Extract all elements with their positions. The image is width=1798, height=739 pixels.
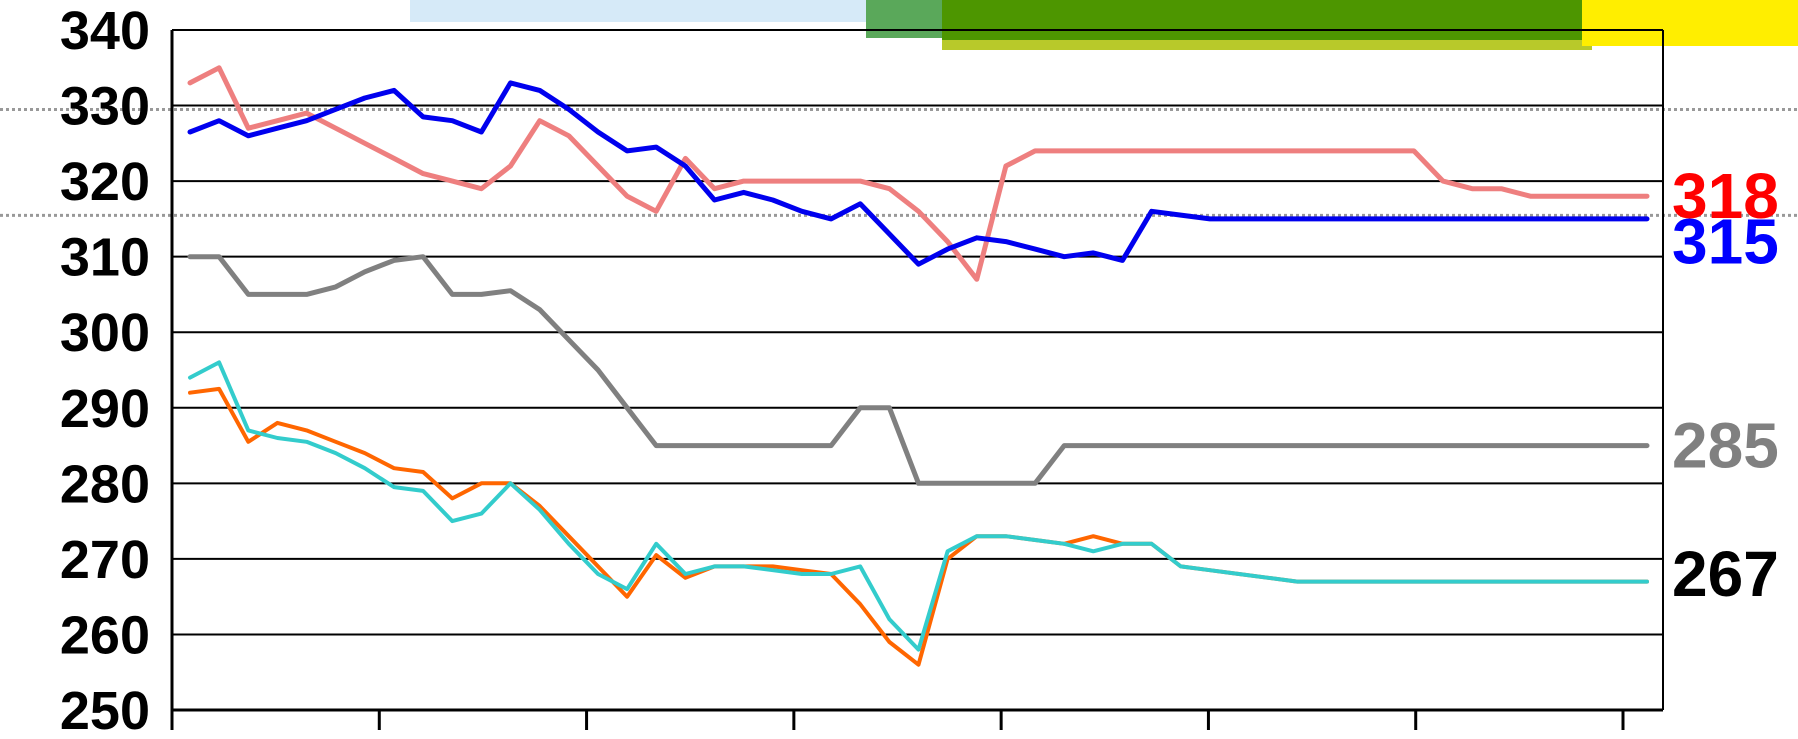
y-tick-label: 260 [60, 605, 150, 665]
y-tick-label: 330 [60, 77, 150, 137]
band-segment [942, 0, 1582, 40]
series-lines [187, 65, 1650, 667]
series-line [187, 65, 1650, 282]
series-end-label: 315 [1672, 206, 1779, 278]
plot-frame [170, 29, 1664, 712]
y-tick-label: 270 [60, 530, 150, 590]
y-tick-label: 320 [60, 152, 150, 212]
y-tick-label: 290 [60, 379, 150, 439]
band-segment [410, 0, 870, 22]
top-decorative-band [410, 0, 1798, 50]
y-tick-label: 280 [60, 454, 150, 514]
series-end-label: 267 [1672, 538, 1779, 610]
band-segment [1582, 0, 1798, 46]
reference-lines [0, 108, 1798, 217]
series-line [187, 80, 1650, 267]
y-axis-tick-labels: 340 330 320 310 300 290 280 270 260 250 [60, 1, 150, 739]
y-tick-label: 250 [60, 681, 150, 739]
x-tick-marks [170, 710, 1625, 730]
band-segment [866, 0, 956, 38]
gridlines [172, 29, 1663, 711]
y-tick-label: 300 [60, 303, 150, 363]
series-end-label: 285 [1672, 410, 1779, 482]
series-end-label: 318 [1672, 160, 1779, 232]
series-line [188, 360, 1649, 652]
y-tick-label: 340 [60, 1, 150, 61]
series-line [188, 386, 1649, 667]
series-line [187, 254, 1650, 486]
y-tick-label: 310 [60, 228, 150, 288]
